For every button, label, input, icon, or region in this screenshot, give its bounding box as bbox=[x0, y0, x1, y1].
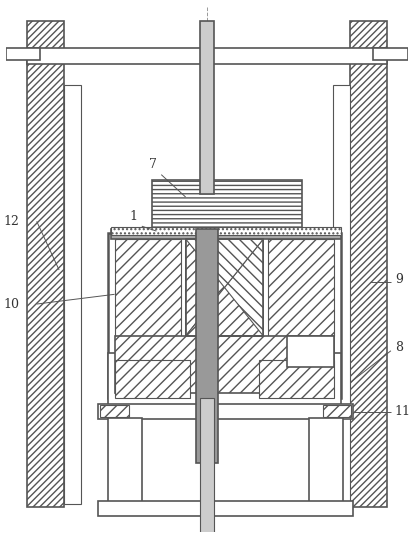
Bar bbox=[200, 21, 213, 194]
Bar bbox=[258, 360, 334, 398]
Bar bbox=[373, 48, 408, 60]
Bar bbox=[98, 404, 352, 419]
Bar bbox=[151, 181, 301, 229]
Bar bbox=[110, 227, 340, 235]
Bar bbox=[110, 229, 340, 239]
Text: 12: 12 bbox=[3, 215, 19, 228]
Bar bbox=[107, 353, 340, 406]
Text: 8: 8 bbox=[394, 341, 402, 354]
Text: 9: 9 bbox=[394, 273, 402, 286]
Bar bbox=[332, 85, 349, 503]
Bar bbox=[200, 398, 213, 539]
Bar bbox=[286, 336, 334, 367]
Polygon shape bbox=[185, 239, 263, 287]
Bar bbox=[114, 336, 334, 392]
Text: 1: 1 bbox=[130, 210, 138, 223]
Text: 7: 7 bbox=[148, 158, 156, 171]
Bar bbox=[98, 501, 352, 516]
Bar bbox=[114, 360, 190, 398]
Bar bbox=[185, 239, 263, 336]
Bar bbox=[5, 48, 40, 60]
Bar bbox=[268, 239, 334, 336]
Text: 11: 11 bbox=[394, 405, 410, 418]
Bar bbox=[309, 418, 342, 506]
Bar bbox=[27, 21, 64, 507]
Bar bbox=[107, 418, 142, 506]
Polygon shape bbox=[185, 239, 263, 336]
Bar bbox=[27, 48, 386, 64]
Bar bbox=[114, 239, 180, 336]
Bar bbox=[100, 405, 129, 417]
Polygon shape bbox=[185, 287, 263, 336]
Bar bbox=[349, 21, 386, 507]
Polygon shape bbox=[185, 239, 263, 336]
Bar bbox=[322, 405, 350, 417]
Bar bbox=[107, 233, 340, 398]
Text: 10: 10 bbox=[3, 298, 19, 310]
Bar bbox=[196, 229, 217, 462]
Bar bbox=[64, 85, 81, 503]
